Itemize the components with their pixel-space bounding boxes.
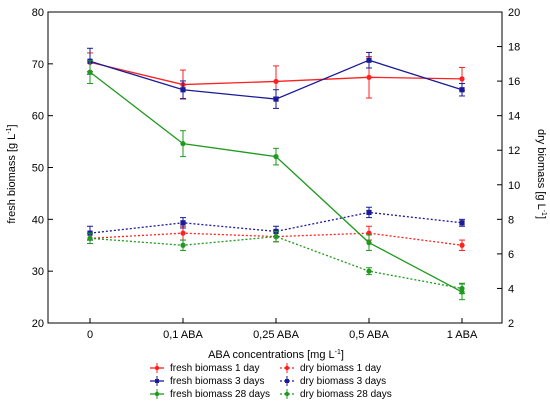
y-right-tick-label: 20 [508,7,520,19]
y-axis-right-label: dry biomass [g L-1] [535,129,547,219]
data-point [366,268,372,274]
series-layer [87,47,465,301]
legend-item: dry biomass 1 day [280,363,381,374]
x-tick-label: 0,1 ABA [163,329,203,341]
x-tick-label: 0 [87,329,93,341]
y-right-tick-label: 6 [508,249,514,261]
data-point [87,69,93,75]
legend-item: fresh biomass 1 day [150,363,260,374]
legend-swatch-marker [285,379,289,383]
data-point [180,87,186,93]
data-point [273,154,279,160]
series-line [89,211,463,234]
legend-swatch-marker [154,365,160,371]
y-right-tick-label: 18 [508,42,520,54]
data-point [180,242,186,248]
legend-swatch-marker [284,391,290,397]
x-tick-label: 0,25 ABA [253,329,300,341]
legend-item: fresh biomass 28 days [150,389,270,400]
data-point [459,76,465,82]
y-left-tick-label: 50 [32,163,44,175]
legend-item: dry biomass 28 days [280,389,392,400]
legend-swatch-marker [154,391,160,397]
y-left-tick-label: 70 [32,59,44,71]
data-point [459,220,465,226]
right-axis: 2 4 6 8 10 12 14 16 18 20 [497,7,520,330]
y-right-tick-label: 14 [508,111,520,123]
x-tick-label: 1 ABA [447,329,478,341]
data-point [366,57,372,63]
y-right-tick-label: 10 [508,180,520,192]
y-right-tick-label: 12 [508,145,520,157]
data-point [87,235,93,241]
legend-label: dry biomass 28 days [300,389,392,400]
data-point [459,285,465,292]
data-point [180,141,186,147]
y-left-tick-label: 80 [32,7,44,19]
data-point [366,74,372,80]
legend-swatch-marker [155,379,159,383]
y-left-tick-label: 30 [32,266,44,278]
y-right-tick-label: 4 [508,283,514,295]
data-point [273,234,279,240]
series-dry-biomass-28-days [87,230,465,295]
legend-swatch-marker [284,365,290,371]
data-point [273,96,279,102]
y-right-tick-label: 2 [508,318,514,330]
x-axis: 0 0,1 ABA 0,25 ABA 0,5 ABA 1 ABA [87,318,478,341]
legend-label: fresh biomass 3 days [170,376,265,387]
data-point [180,230,186,236]
legend-label: fresh biomass 28 days [170,389,270,400]
data-point [180,220,186,226]
y-right-tick-label: 16 [508,76,520,88]
y-right-tick-label: 8 [508,214,514,226]
x-axis-label: ABA concentrations [mg L-1] [208,349,344,361]
legend-label: fresh biomass 1 day [170,363,260,374]
legend-label: dry biomass 3 days [300,376,386,387]
legend-label: dry biomass 1 day [300,363,381,374]
y-left-tick-label: 20 [32,318,44,330]
legend-item: dry biomass 3 days [280,376,386,387]
data-point [366,240,372,246]
legend-item: fresh biomass 3 days [150,376,265,387]
y-left-tick-label: 60 [32,111,44,123]
y-axis-left-label: fresh biomass [g L-1] [6,124,18,223]
data-point [273,78,279,85]
series-line [89,235,463,290]
data-point [459,87,465,93]
data-point [366,209,372,216]
legend: fresh biomass 1 day dry biomass 1 day fres… [150,363,392,400]
left-axis: 20 30 40 50 60 70 80 [32,7,53,330]
y-left-tick-label: 40 [32,214,44,226]
x-tick-label: 0,5 ABA [349,329,389,341]
data-point [459,242,465,248]
